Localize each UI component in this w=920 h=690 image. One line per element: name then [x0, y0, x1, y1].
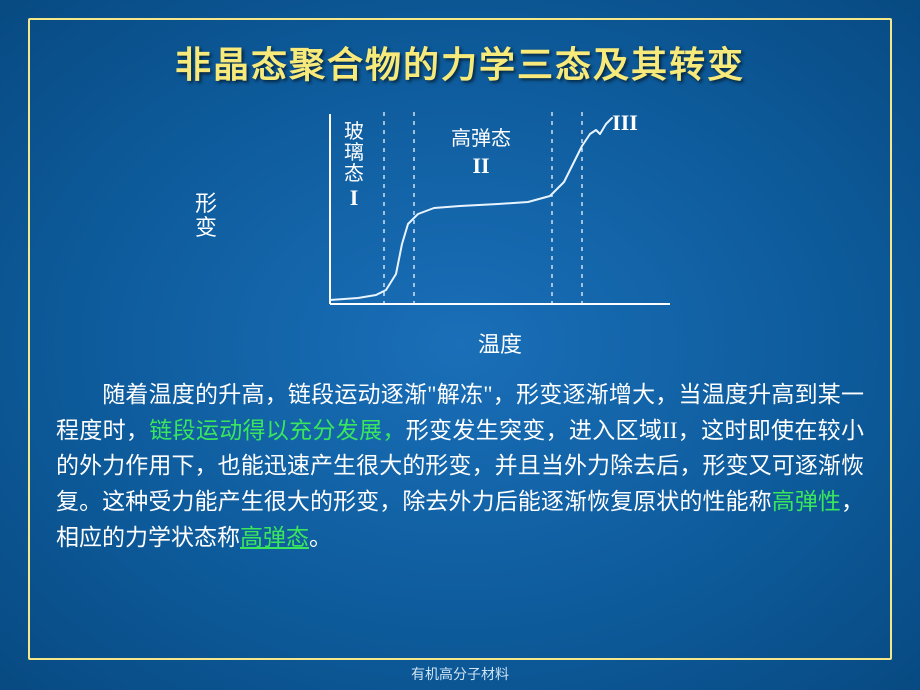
body-paragraph: 随着温度的升高，链段运动逐渐"解冻"，形变逐渐增大，当温度升高到某一程度时，链段…: [56, 377, 864, 555]
chart-container: 形变 温度 玻璃态I 高弹态II III: [56, 104, 864, 359]
region-label-II: 高弹态II: [436, 122, 526, 179]
region-label-III: III: [600, 110, 650, 136]
slide-title: 非晶态聚合物的力学三态及其转变: [56, 36, 864, 88]
text-seg4: 。: [309, 525, 332, 550]
x-axis-label: 温度: [330, 327, 670, 359]
highlight-2: 高弹性: [772, 489, 841, 514]
slide-content: 非晶态聚合物的力学三态及其转变 形变 温度 玻璃态I 高弹态II III 随着温度的…: [28, 18, 892, 660]
highlight-1: 链段运动得以充分发展，: [149, 418, 405, 443]
y-axis-label: 形变: [194, 192, 218, 240]
region-label-I: 玻璃态I: [334, 122, 374, 211]
footer-text: 有机高分子材料: [0, 664, 920, 684]
highlight-3: 高弹态: [240, 525, 309, 550]
deformation-temperature-chart: 形变 温度 玻璃态I高弹态IIIII: [250, 104, 670, 359]
